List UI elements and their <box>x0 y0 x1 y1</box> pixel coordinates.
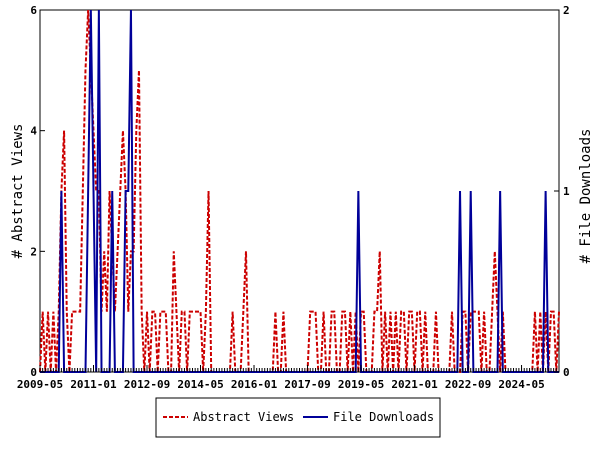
plot-area <box>39 9 560 373</box>
x-tick-label: 2021-01 <box>391 378 438 391</box>
y-right-tick-label: 1 <box>563 185 570 198</box>
x-tick-label: 2009-05 <box>17 378 63 391</box>
right-y-axis: 0 1 2 <box>554 4 570 379</box>
x-tick-label: 2019-05 <box>338 378 384 391</box>
y-right-tick-label: 0 <box>563 366 570 379</box>
y-left-tick-label: 2 <box>30 245 37 258</box>
right-axis-title: # File Downloads <box>578 129 594 264</box>
legend-box <box>155 397 441 438</box>
left-axis-title: # Abstract Views <box>10 124 26 259</box>
x-tick-label: 2022-09 <box>445 378 491 391</box>
x-tick-label: 2024-05 <box>498 378 544 391</box>
x-tick-label: 2017-09 <box>284 378 330 391</box>
x-tick-label: 2011-01 <box>70 378 117 391</box>
y-left-tick-label: 4 <box>30 125 37 138</box>
legend-label-abstract-views: Abstract Views <box>193 410 294 424</box>
y-left-tick-label: 6 <box>30 4 37 17</box>
left-y-axis: 0 2 4 6 <box>30 4 45 379</box>
x-tick-label: 2014-05 <box>177 378 223 391</box>
x-axis: 2009-05 2011-01 2012-09 2014-05 2016-01 2017-… <box>17 365 560 391</box>
legend-label-file-downloads: File Downloads <box>333 410 434 424</box>
x-tick-label: 2016-01 <box>231 378 278 391</box>
y-left-tick-label: 0 <box>30 366 37 379</box>
y-right-tick-label: 2 <box>563 4 570 17</box>
x-tick-label: 2012-09 <box>124 378 170 391</box>
legend: Abstract Views File Downloads <box>155 397 441 438</box>
